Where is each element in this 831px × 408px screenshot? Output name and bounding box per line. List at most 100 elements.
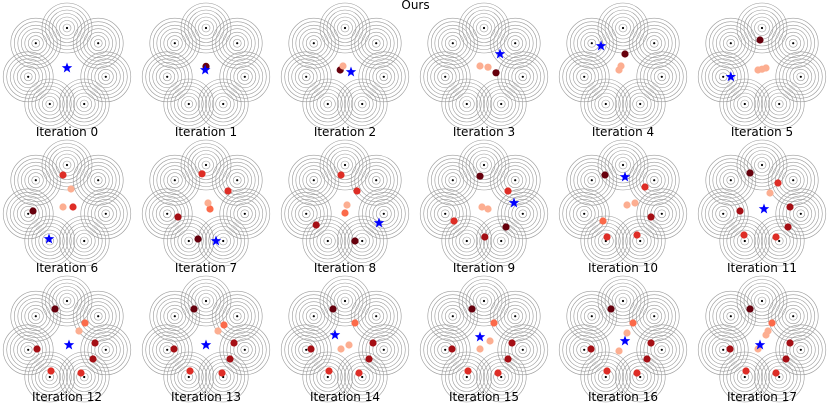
mode-marker (482, 299, 486, 303)
contour-ring (226, 195, 264, 233)
contour-ring (482, 222, 520, 260)
contour-ring (604, 146, 642, 184)
contour-ring (288, 290, 340, 342)
contour-ring (771, 96, 788, 112)
gaussian-contour (180, 275, 232, 327)
contour-ring (518, 72, 528, 82)
contour-ring (20, 165, 51, 195)
sample-point (746, 169, 754, 177)
contour-ring (440, 72, 450, 82)
panel-title: Iteration 16 (588, 390, 658, 404)
contour-ring (76, 369, 92, 385)
contour-ring (427, 154, 479, 206)
contour-ring (771, 369, 788, 385)
sample-point (484, 205, 492, 213)
contour-ring (743, 282, 781, 320)
query-star (61, 62, 73, 73)
gaussian-contour (58, 351, 110, 403)
contour-ring (757, 355, 802, 399)
contour-ring (704, 58, 742, 96)
contour-ring (587, 175, 597, 185)
contour-ring (657, 345, 667, 355)
contour-ring (302, 304, 326, 328)
mode-marker (451, 42, 454, 45)
gaussian-contour (597, 139, 649, 191)
mode-marker (236, 42, 239, 45)
contour-ring (240, 72, 250, 82)
contour-ring (757, 160, 767, 170)
contour-ring (9, 195, 47, 233)
contour-ring (441, 31, 465, 55)
contour-ring (558, 188, 610, 240)
contour-ring (635, 99, 645, 109)
mode-marker (660, 75, 663, 78)
sample-point (742, 367, 750, 375)
mode-marker (792, 315, 795, 318)
figure-title: Ours (401, 0, 429, 12)
contour-ring (101, 72, 111, 82)
contour-ring (229, 172, 245, 188)
contour-ring (697, 324, 749, 376)
contour-ring (83, 165, 113, 195)
sample-point (67, 185, 75, 193)
sample-point (59, 171, 67, 179)
contour-ring (72, 17, 124, 69)
gaussian-contour (636, 188, 688, 240)
sample-point (69, 203, 77, 211)
sample-point (476, 62, 484, 70)
contour-ring (778, 192, 823, 236)
contour-ring (625, 89, 656, 119)
contour-ring (298, 28, 329, 59)
mode-marker (34, 42, 37, 45)
contour-ring (379, 72, 389, 82)
gaussian-contour (141, 188, 193, 240)
panel-title: Iteration 17 (727, 390, 797, 404)
contour-ring (319, 2, 371, 54)
panel: Iteration 2 (280, 2, 410, 139)
contour-ring (72, 154, 124, 206)
contour-ring (191, 13, 221, 43)
contour-ring (430, 294, 475, 339)
gaussian-contour (197, 215, 249, 267)
contour-ring (156, 161, 194, 199)
contour-ring (17, 161, 55, 199)
contour-ring (608, 13, 638, 43)
sample-point (59, 203, 67, 211)
contour-ring (287, 58, 325, 96)
contour-ring (41, 275, 93, 327)
mode-marker (590, 42, 593, 45)
sample-point (174, 213, 182, 221)
mode-marker (722, 348, 725, 351)
contour-ring (569, 334, 600, 365)
mode-marker (173, 179, 176, 182)
panel: Iteration 6 (2, 139, 132, 275)
contour-ring (72, 290, 124, 342)
mode-marker (204, 299, 208, 303)
contour-ring (774, 99, 784, 109)
contour-ring (587, 85, 625, 123)
contour-ring (309, 358, 347, 396)
contour-ring (697, 51, 749, 103)
contour-ring (594, 92, 618, 116)
gaussian-contour (288, 17, 340, 69)
panel-title: Iteration 4 (592, 125, 654, 139)
sample-point (464, 367, 472, 375)
contour-ring (62, 160, 72, 170)
contour-ring (291, 21, 336, 66)
contour-ring (715, 206, 732, 222)
contour-ring (639, 301, 670, 332)
contour-ring (782, 331, 820, 369)
gaussian-contour (489, 290, 541, 342)
contour-ring (79, 297, 117, 335)
contour-ring (757, 219, 802, 263)
contour-ring (479, 23, 489, 33)
contour-ring (503, 304, 527, 328)
contour-ring (153, 21, 197, 66)
contour-ring (72, 229, 96, 253)
sample-point (351, 237, 359, 245)
contour-ring (167, 82, 211, 126)
contour-ring (635, 24, 673, 62)
mode-marker (83, 102, 86, 106)
contour-ring (98, 69, 114, 85)
